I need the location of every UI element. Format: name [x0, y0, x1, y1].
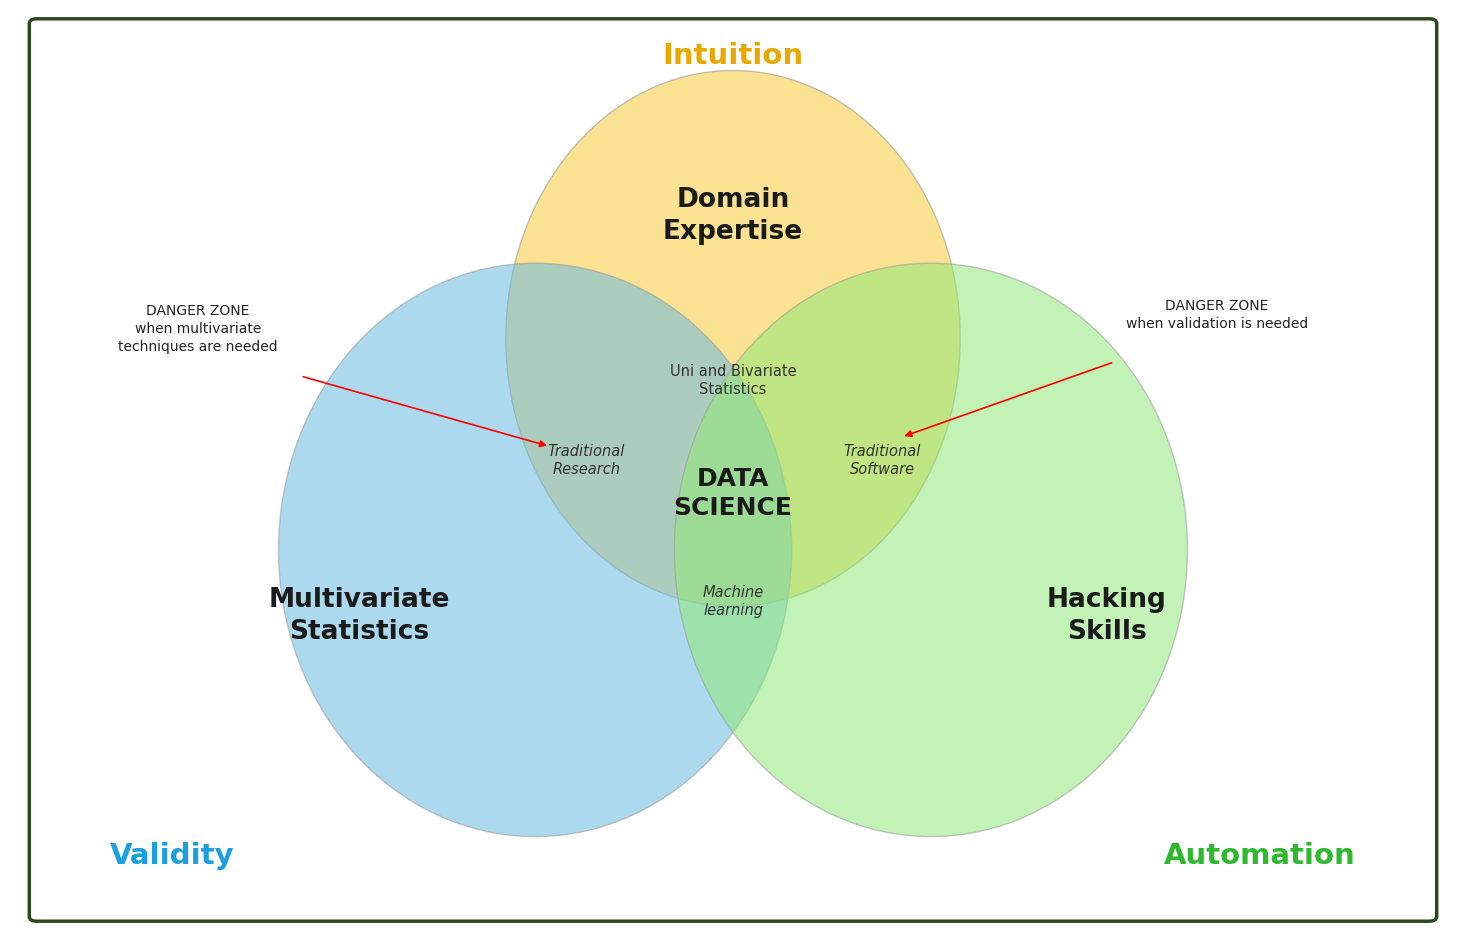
Text: Hacking
Skills: Hacking Skills — [1047, 587, 1167, 645]
Text: Uni and Bivariate
Statistics: Uni and Bivariate Statistics — [670, 364, 796, 398]
Text: Machine
learning: Machine learning — [702, 585, 764, 619]
Text: Intuition: Intuition — [663, 42, 803, 70]
Text: Traditional
Software: Traditional Software — [844, 444, 921, 478]
Text: DATA
SCIENCE: DATA SCIENCE — [673, 466, 793, 521]
Text: DANGER ZONE
when validation is needed: DANGER ZONE when validation is needed — [1126, 299, 1308, 331]
Text: Traditional
Research: Traditional Research — [548, 444, 625, 478]
Ellipse shape — [279, 263, 792, 837]
Ellipse shape — [506, 70, 960, 606]
Text: Validity: Validity — [110, 841, 235, 870]
Ellipse shape — [674, 263, 1187, 837]
Text: Multivariate
Statistics: Multivariate Statistics — [268, 587, 450, 645]
Text: Domain
Expertise: Domain Expertise — [663, 187, 803, 245]
Text: Automation: Automation — [1164, 841, 1356, 870]
Text: DANGER ZONE
when multivariate
techniques are needed: DANGER ZONE when multivariate techniques… — [119, 304, 277, 354]
